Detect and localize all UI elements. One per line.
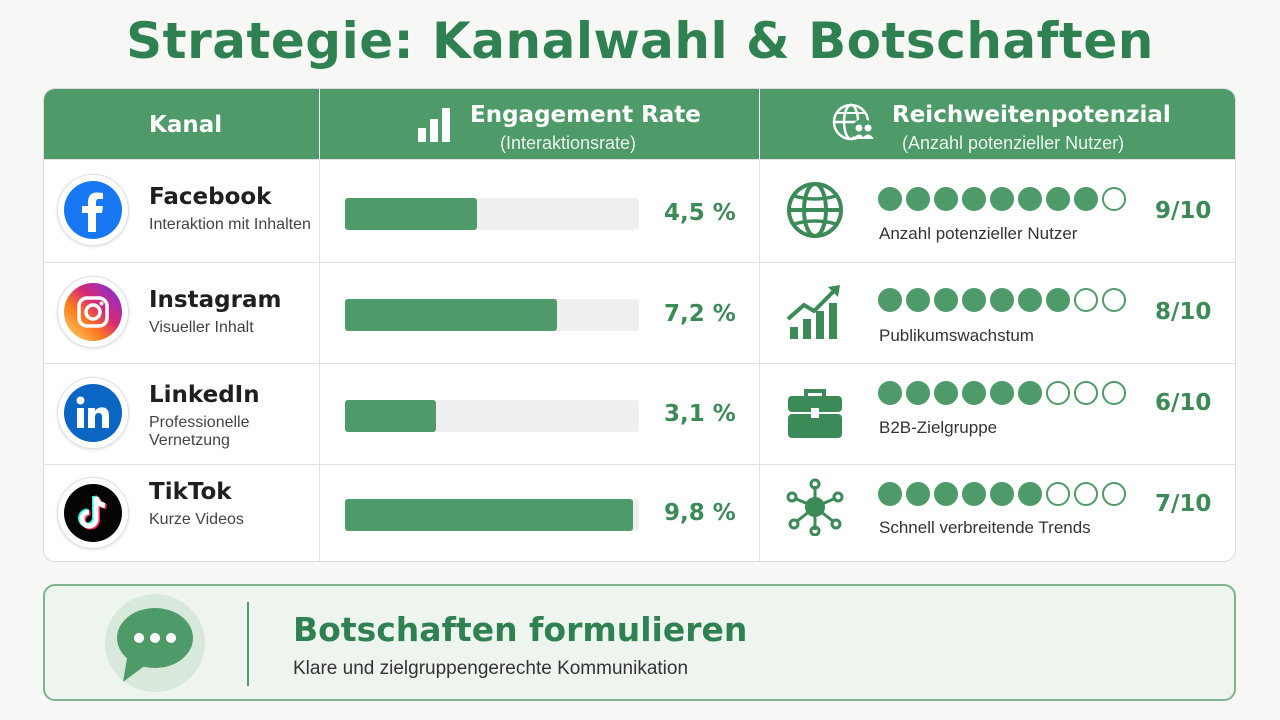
rating-dot-filled — [962, 482, 986, 506]
facebook-icon — [57, 174, 129, 246]
rating-dot-empty — [1102, 482, 1126, 506]
header-reach-title: Reichweitenpotenzial — [892, 102, 1171, 128]
rating-dot-filled — [1046, 187, 1070, 211]
rating-dot-empty — [1074, 482, 1098, 506]
rating-dot-filled — [1018, 482, 1042, 506]
engagement-bar-fill — [345, 400, 436, 432]
rating-dot-filled — [934, 288, 958, 312]
rating-dot-filled — [1018, 187, 1042, 211]
channel-subtitle: Professionelle Vernetzung — [149, 414, 250, 449]
engagement-bar-fill — [345, 299, 557, 331]
engagement-rate: 4,5 % — [664, 200, 736, 226]
table-row: TikTok Kurze Videos 9,8 % — [44, 464, 1235, 561]
channel-subtitle: Kurze Videos — [149, 511, 244, 528]
header-reach-subtitle: (Anzahl potenzieller Nutzer) — [902, 133, 1125, 153]
rating-dot-filled — [962, 187, 986, 211]
bar-chart-icon — [418, 108, 450, 147]
rating-dot-filled — [934, 482, 958, 506]
chat-bubble-icon — [111, 600, 201, 695]
rating-dot-filled — [962, 288, 986, 312]
table-row: LinkedIn Professionelle Vernetzung 3,1 %… — [44, 363, 1235, 464]
page-title: Strategie: Kanalwahl & Botschaften — [126, 12, 1154, 70]
rating-dot-filled — [878, 187, 902, 211]
rating-dot-filled — [906, 482, 930, 506]
header-reach: Reichweitenpotenzial (Anzahl potenzielle… — [760, 89, 1235, 159]
channel-subtitle: Interaktion mit Inhalten — [149, 216, 311, 233]
channel-name: LinkedIn — [149, 382, 260, 408]
reach-score: 9/10 — [1155, 198, 1212, 224]
reach-rating-dots — [878, 381, 1126, 405]
rating-dot-filled — [990, 187, 1014, 211]
tiktok-icon — [57, 477, 129, 549]
rating-dot-filled — [990, 482, 1014, 506]
rating-dot-filled — [934, 187, 958, 211]
rating-dot-filled — [962, 381, 986, 405]
reach-label: Schnell verbreitende Trends — [879, 518, 1091, 537]
rating-dot-filled — [878, 381, 902, 405]
rating-dot-empty — [1046, 482, 1070, 506]
reach-score: 7/10 — [1155, 491, 1212, 517]
globe-users-icon — [832, 103, 876, 150]
reach-label: Publikumswachstum — [879, 326, 1034, 345]
rating-dot-empty — [1102, 381, 1126, 405]
rating-dot-empty — [1074, 288, 1098, 312]
table-row: Facebook Interaktion mit Inhalten 4,5 % … — [44, 159, 1235, 262]
reach-score: 6/10 — [1155, 390, 1212, 416]
rating-dot-empty — [1102, 187, 1126, 211]
instagram-icon — [57, 276, 129, 348]
reach-label: B2B-Zielgruppe — [879, 418, 998, 437]
reach-rating-dots — [878, 288, 1126, 312]
channel-name: Facebook — [149, 184, 272, 210]
header-channel-label: Kanal — [149, 112, 223, 138]
rating-dot-filled — [1018, 381, 1042, 405]
reach-rating-dots — [878, 482, 1126, 506]
engagement-bar-fill — [345, 499, 633, 531]
globe-icon — [786, 180, 844, 245]
channel-subtitle: Visueller Inhalt — [149, 319, 254, 336]
rating-dot-filled — [906, 288, 930, 312]
message-subtitle: Klare und zielgruppengerechte Kommunikat… — [293, 658, 689, 679]
rating-dot-filled — [1046, 288, 1070, 312]
engagement-bar-track — [345, 400, 639, 432]
rating-dot-filled — [1074, 187, 1098, 211]
briefcase-icon — [786, 384, 844, 447]
reach-label: Anzahl potenzieller Nutzer — [879, 224, 1078, 243]
engagement-rate: 7,2 % — [664, 301, 736, 327]
engagement-rate: 3,1 % — [664, 401, 736, 427]
rating-dot-filled — [1018, 288, 1042, 312]
divider — [247, 602, 249, 686]
engagement-rate: 9,8 % — [664, 500, 736, 526]
rating-dot-filled — [990, 381, 1014, 405]
rating-dot-empty — [1102, 288, 1126, 312]
engagement-bar-track — [345, 299, 639, 331]
reach-rating-dots — [878, 187, 1126, 211]
header-engagement-subtitle: (Interaktionsrate) — [500, 133, 637, 153]
rating-dot-filled — [878, 482, 902, 506]
table-header: Kanal Engagement Rate (Interaktionsrate) — [44, 89, 1235, 159]
network-icon — [786, 478, 844, 541]
channel-name: TikTok — [149, 479, 232, 505]
engagement-bar-track — [345, 499, 639, 531]
engagement-bar-fill — [345, 198, 477, 230]
rating-dot-filled — [906, 381, 930, 405]
rating-dot-filled — [906, 187, 930, 211]
channel-name: Instagram — [149, 287, 282, 313]
message-title: Botschaften formulieren — [293, 610, 748, 649]
growth-chart-icon — [786, 283, 844, 346]
rating-dot-filled — [934, 381, 958, 405]
rating-dot-filled — [878, 288, 902, 312]
header-channel: Kanal — [44, 89, 320, 159]
linkedin-icon — [57, 377, 129, 449]
reach-score: 8/10 — [1155, 299, 1212, 325]
message-banner: Botschaften formulieren Klare und zielgr… — [43, 584, 1236, 701]
engagement-bar-track — [345, 198, 639, 230]
rating-dot-empty — [1074, 381, 1098, 405]
rating-dot-empty — [1046, 381, 1070, 405]
channel-table: Kanal Engagement Rate (Interaktionsrate) — [43, 88, 1236, 562]
table-row: Instagram Visueller Inhalt 7,2 % P — [44, 262, 1235, 363]
rating-dot-filled — [990, 288, 1014, 312]
header-engagement-title: Engagement Rate — [470, 102, 701, 128]
header-engagement: Engagement Rate (Interaktionsrate) — [320, 89, 760, 159]
